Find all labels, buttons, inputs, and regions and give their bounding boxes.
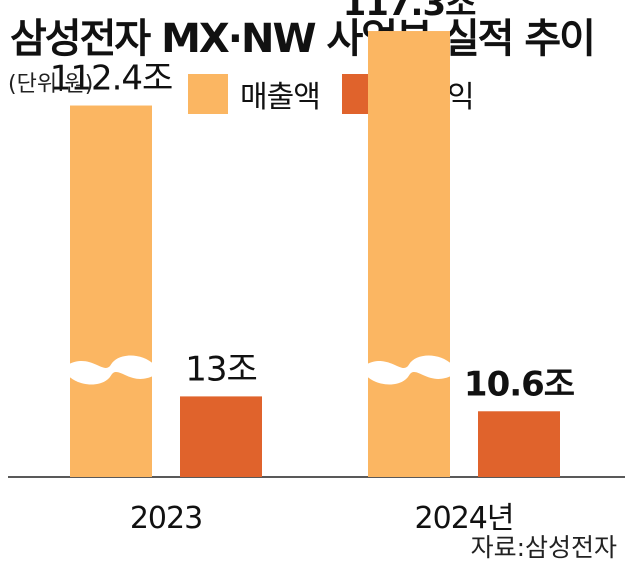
source-note: 자료:삼성전자: [470, 533, 617, 562]
legend-item-revenue: 매출액: [188, 72, 321, 116]
bar-profit-1: [478, 411, 560, 477]
data-label-revenue-0: 112.4조: [50, 59, 173, 99]
data-label-profit-0: 13조: [185, 349, 257, 389]
legend-label-revenue: 매출액: [240, 80, 321, 115]
x-tick-label-1: 2024년: [415, 501, 514, 536]
bar-revenue-0: [70, 105, 152, 478]
axis-break-1: [366, 355, 452, 385]
x-tick-label-0: 2023: [130, 501, 202, 536]
data-label-profit-1: 10.6조: [464, 364, 575, 404]
bar-revenue-1: [368, 31, 450, 477]
bar-profit-0: [180, 396, 262, 477]
axis-break-0: [68, 355, 154, 385]
chart-title: 삼성전자 MX·NW 사업부 실적 추이: [10, 16, 596, 62]
data-label-revenue-1: 117.3조: [343, 0, 477, 24]
legend-swatch-revenue: [188, 74, 228, 114]
unit-label: (단위:원): [8, 72, 94, 97]
